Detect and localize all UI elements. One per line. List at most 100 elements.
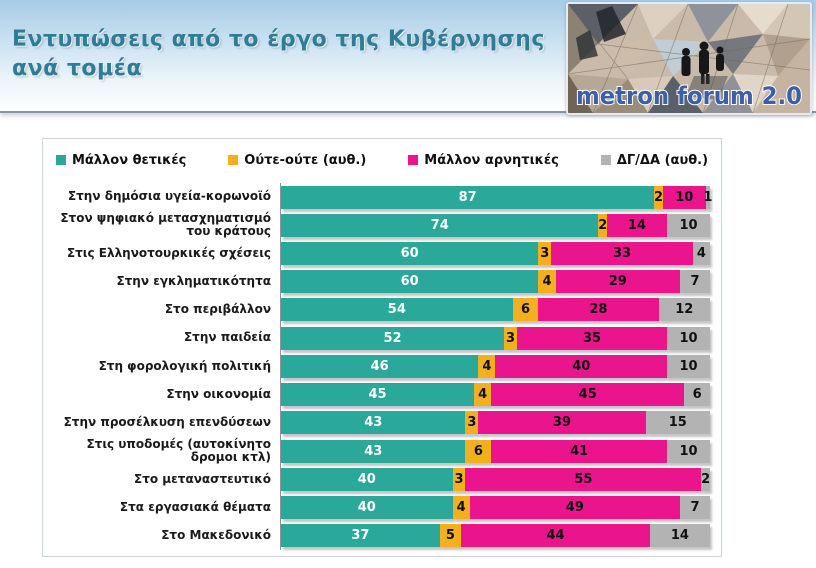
bar-segment: 2 [598, 213, 607, 237]
bar-segment: 10 [667, 213, 710, 237]
bar-segment: 46 [281, 354, 479, 378]
legend-item: Ούτε-ούτε (αυθ.) [228, 153, 366, 168]
legend-label: Μάλλον αρνητικές [424, 152, 559, 168]
page-title: Εντυπώσεις από το έργο της Κυβέρνησης αν… [12, 26, 552, 83]
category-label: Στο Μακεδονικό [161, 528, 271, 543]
bar-segment: 6 [465, 439, 492, 463]
stacked-bar: 52 3 35 10 [281, 326, 710, 350]
chart-body: Στην δημόσια υγεία-κορωνοϊό 87 2 10 1 Στον ψη… [47, 183, 712, 550]
bar-segment: 52 [281, 326, 505, 350]
legend-item: ΔΓ/ΔΑ (αυθ.) [600, 152, 709, 168]
bar-segment: 4 [452, 496, 470, 520]
metron-forum-logo: metron forum 2.0 [566, 2, 812, 115]
bar-area: 40 4 49 7 [280, 496, 710, 520]
legend-label: ΔΓ/ΔΑ (αυθ.) [616, 152, 709, 168]
chart-legend: Μάλλον θετικές Ούτε-ούτε (αυθ.) Μάλλον αρν… [43, 147, 721, 173]
bar-segment: 10 [667, 326, 710, 350]
bar-segment: 10 [662, 185, 706, 209]
bar-area: 40 3 55 2 [280, 467, 710, 491]
bar-segment: 43 [281, 439, 466, 463]
chart-row: Στην εγκληματικότητα 60 4 29 7 [47, 268, 710, 296]
bar-segment: 44 [461, 524, 650, 548]
bar-segment: 7 [679, 270, 710, 294]
y-axis-line [280, 183, 281, 550]
stacked-bar: 45 4 45 6 [281, 383, 710, 407]
stacked-bar: 40 4 49 7 [281, 496, 710, 520]
legend-label: Μάλλον θετικές [71, 152, 187, 168]
bar-segment: 87 [281, 185, 655, 209]
bar-segment: 54 [281, 298, 513, 322]
bar-segment: 60 [281, 270, 539, 294]
bar-area: 46 4 40 10 [280, 354, 710, 378]
legend-swatch-icon [55, 155, 66, 165]
stacked-bar: 54 6 28 12 [281, 298, 710, 322]
stacked-bar: 43 6 41 10 [281, 439, 710, 463]
chart-row: Στις υποδομές (αυτοκίνητο δρομοι κτλ) 43 6… [47, 436, 710, 465]
chart-rows: Στην δημόσια υγεία-κορωνοϊό 87 2 10 1 Στον ψη… [47, 183, 712, 550]
bar-segment: 2 [654, 185, 663, 209]
category-label: Στα εργασιακά θέματα [119, 499, 271, 514]
bar-area: 43 3 39 15 [280, 411, 710, 435]
bar-segment: 5 [439, 524, 462, 548]
chart-panel: Μάλλον θετικές Ούτε-ούτε (αυθ.) Μάλλον αρν… [42, 138, 722, 557]
stacked-bar: 60 3 33 4 [281, 242, 710, 266]
bar-area: 60 3 33 4 [280, 242, 710, 266]
bar-segment: 10 [667, 354, 710, 378]
bar-segment: 40 [281, 496, 453, 520]
legend-item: Μάλλον αρνητικές [408, 153, 559, 168]
chart-row: Στις Ελληνοτουρκικές σχέσεις 60 3 33 4 [47, 240, 710, 268]
bar-area: 43 6 41 10 [280, 439, 710, 463]
category-label: Στο μεταναστευτικό [134, 471, 271, 486]
chart-row: Στην δημόσια υγεία-κορωνοϊό 87 2 10 1 [47, 183, 712, 211]
chart-row: Στη φορολογική πολιτική 46 4 40 10 [47, 352, 710, 380]
category-label: Στη φορολογική πολιτική [98, 358, 271, 373]
bar-area: 54 6 28 12 [280, 298, 710, 322]
bar-segment: 37 [281, 524, 440, 548]
chart-row: Στο Μακεδονικό 37 5 44 14 [47, 522, 710, 550]
category-label: Στην δημόσια υγεία-κορωνοϊό [67, 189, 271, 204]
stacked-bar: 43 3 39 15 [281, 411, 710, 435]
bar-segment: 3 [452, 467, 466, 491]
category-label: Στο περιβάλλον [164, 302, 271, 317]
category-label: Στην εγκληματικότητα [116, 274, 271, 289]
chart-row: Στον ψηφιακό μετασχηματισμό του κράτους 7… [47, 210, 710, 239]
bar-segment: 10 [667, 439, 710, 463]
bar-segment: 35 [516, 326, 668, 350]
bar-segment: 4 [538, 270, 556, 294]
bar-area: 52 3 35 10 [280, 326, 710, 350]
bar-segment: 3 [465, 411, 479, 435]
bar-segment: 43 [281, 411, 466, 435]
bar-segment: 39 [478, 411, 646, 435]
people-silhouettes [681, 41, 724, 84]
bar-area: 37 5 44 14 [280, 524, 710, 548]
bar-segment: 40 [281, 467, 453, 491]
logo-mosaic-image: metron forum 2.0 [568, 4, 810, 113]
bar-segment: 74 [281, 213, 599, 237]
bar-segment: 33 [551, 242, 693, 266]
legend-swatch-icon [228, 155, 239, 165]
category-label: Στον ψηφιακό μετασχηματισμό του κράτους [60, 210, 271, 239]
bar-segment: 7 [679, 496, 710, 520]
bar-segment: 14 [607, 213, 668, 237]
stacked-bar: 60 4 29 7 [281, 270, 710, 294]
bar-segment: 6 [512, 298, 539, 322]
bar-segment: 1 [703, 185, 712, 209]
bar-segment: 4 [474, 383, 492, 407]
bar-segment: 49 [469, 496, 680, 520]
bar-segment: 12 [658, 298, 710, 322]
chart-row: Στο μεταναστευτικό 40 3 55 2 [47, 465, 710, 493]
chart-row: Στην παιδεία 52 3 35 10 [47, 324, 710, 352]
chart-row: Στην οικονομία 45 4 45 6 [47, 381, 710, 409]
bar-segment: 45 [281, 383, 475, 407]
stacked-bar: 40 3 55 2 [281, 467, 710, 491]
category-label: Στην παιδεία [183, 330, 271, 345]
bar-segment: 3 [538, 242, 552, 266]
category-label: Στις υποδομές (αυτοκίνητο δρομοι κτλ) [86, 436, 271, 465]
bar-segment: 60 [281, 242, 539, 266]
bar-segment: 14 [649, 524, 710, 548]
chart-row: Στο περιβάλλον 54 6 28 12 [47, 296, 710, 324]
legend-label: Ούτε-ούτε (αυθ.) [244, 152, 367, 168]
category-label: Στην οικονομία [166, 386, 271, 401]
slide-header: Εντυπώσεις από το έργο της Κυβέρνησης αν… [0, 0, 816, 115]
category-label: Στην προσέλκυση επενδύσεων [63, 415, 271, 430]
